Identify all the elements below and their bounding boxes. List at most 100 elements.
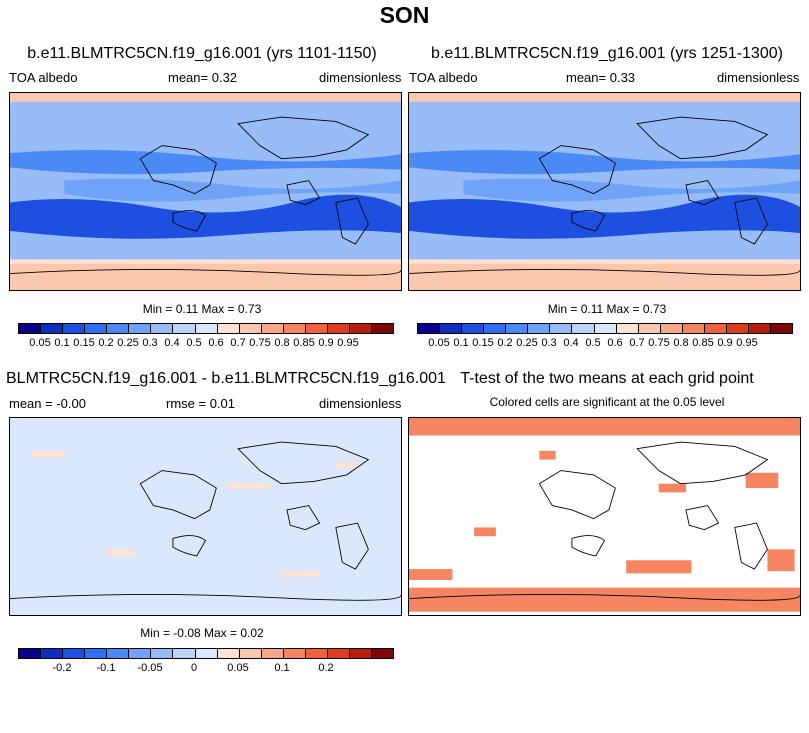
colorbar-swatch	[173, 649, 196, 658]
colorbar-swatch	[462, 324, 485, 333]
colorbar-tick-label: 0.75	[249, 337, 271, 349]
colorbar-tick-label: 0.95	[736, 337, 758, 349]
colorbar-swatch	[771, 324, 793, 333]
colorbar-tick-label: 0.1	[274, 662, 290, 674]
colorbar-swatch	[616, 324, 639, 333]
colorbar-swatch	[327, 324, 350, 333]
panel-3-colorbar	[18, 648, 394, 659]
colorbar-tick-label: 0.4	[563, 337, 579, 349]
panel-1-map	[9, 92, 402, 291]
colorbar-tick-label: 0	[190, 662, 198, 674]
colorbar-swatch	[283, 324, 306, 333]
colorbar-tick-label: 0.15	[472, 337, 494, 349]
colorbar-swatch	[85, 324, 108, 333]
colorbar-swatch	[63, 324, 86, 333]
colorbar-swatch	[372, 649, 394, 658]
panel-4-map	[408, 417, 801, 616]
colorbar-swatch	[550, 324, 573, 333]
colorbar-swatch	[261, 324, 284, 333]
colorbar-swatch	[638, 324, 661, 333]
colorbar-tick-label: -0.05	[137, 662, 163, 674]
panel-3-rmse: rmse = 0.01	[166, 396, 236, 411]
panel-4-title: T-test of the two means at each grid poi…	[460, 370, 754, 387]
colorbar-swatch	[173, 324, 196, 333]
colorbar-tick-label: 0.3	[541, 337, 557, 349]
colorbar-swatch	[261, 649, 284, 658]
colorbar-swatch	[129, 324, 152, 333]
colorbar-swatch	[85, 649, 108, 658]
colorbar-swatch	[107, 324, 130, 333]
panel-2-variable: TOA albedo	[409, 70, 478, 85]
colorbar-swatch	[19, 649, 42, 658]
colorbar-tick-label: 0.05	[29, 337, 51, 349]
panel-1-mean: mean= 0.32	[168, 70, 238, 85]
colorbar-swatch	[151, 649, 174, 658]
colorbar-tick-label: 0.15	[73, 337, 95, 349]
colorbar-tick-label: 0.95	[337, 337, 359, 349]
colorbar-swatch	[129, 649, 152, 658]
colorbar-swatch	[660, 324, 683, 333]
colorbar-tick-label: 0.8	[274, 337, 290, 349]
colorbar-tick-label: 0.85	[692, 337, 714, 349]
colorbar-tick-label: 0.4	[164, 337, 180, 349]
colorbar-tick-label: 0.6	[208, 337, 224, 349]
colorbar-swatch	[528, 324, 551, 333]
colorbar-tick-label: 0.25	[516, 337, 538, 349]
colorbar-swatch	[41, 649, 64, 658]
panel-2-title: b.e11.BLMTRC5CN.f19_g16.001 (yrs 1251-13…	[431, 45, 783, 62]
colorbar-tick-label: 0.3	[142, 337, 158, 349]
colorbar-swatch	[41, 324, 64, 333]
colorbar-tick-label: 0.2	[497, 337, 513, 349]
colorbar-tick-label: 0.1	[54, 337, 70, 349]
panel-1-title: b.e11.BLMTRC5CN.f19_g16.001 (yrs 1101-11…	[27, 45, 377, 62]
colorbar-tick-label: -0.1	[96, 662, 116, 674]
panel-2-units: dimensionless	[717, 70, 800, 85]
panel-3-units: dimensionless	[319, 396, 402, 411]
panel-1-colorbar-ticks: 0.05 0.1 0.15 0.2 0.25 0.3 0.4 0.5 0.6 0.7 0.75 0.8…	[18, 337, 392, 351]
colorbar-swatch	[594, 324, 617, 333]
colorbar-swatch	[704, 324, 727, 333]
colorbar-swatch	[107, 649, 130, 658]
colorbar-tick-label: 0.25	[117, 337, 139, 349]
ttest-background	[409, 418, 800, 615]
colorbar-tick-label: 0.9	[318, 337, 334, 349]
colorbar-swatch	[372, 324, 394, 333]
colorbar-swatch	[349, 649, 372, 658]
colorbar-swatch	[349, 324, 372, 333]
colorbar-swatch	[305, 649, 328, 658]
colorbar-tick-label: 0.05	[428, 337, 450, 349]
panel-1-colorbar	[18, 323, 394, 334]
panel-3-map	[9, 417, 402, 616]
colorbar-tick-label: 0.9	[717, 337, 733, 349]
colorbar-tick-label: 0.1	[453, 337, 469, 349]
colorbar-swatch	[19, 324, 42, 333]
colorbar-swatch	[327, 649, 350, 658]
colorbar-tick-label: -0.2	[52, 662, 72, 674]
colorbar-swatch	[195, 649, 218, 658]
colorbar-swatch	[151, 324, 174, 333]
panel-3-colorbar-ticks: -0.2 -0.1 -0.05 0 0.05 0.1 0.2	[18, 662, 392, 676]
panel-3-mean: mean = -0.00	[9, 396, 86, 411]
panel-2-map	[408, 92, 801, 291]
colorbar-swatch	[217, 649, 240, 658]
colorbar-tick-label: 0.75	[648, 337, 670, 349]
figure-title: SON	[379, 2, 430, 28]
panel-4-subtitle: Colored cells are significant at the 0.0…	[489, 395, 725, 409]
colorbar-swatch	[239, 324, 262, 333]
colorbar-tick-label: 0.8	[673, 337, 689, 349]
panel-2-colorbar	[417, 323, 793, 334]
colorbar-swatch	[572, 324, 595, 333]
colorbar-tick-label: 0.85	[293, 337, 315, 349]
colorbar-swatch	[283, 649, 306, 658]
colorbar-tick-label: 0.5	[186, 337, 202, 349]
colorbar-swatch	[217, 324, 240, 333]
colorbar-tick-label: 0.7	[629, 337, 645, 349]
colorbar-swatch	[239, 649, 262, 658]
colorbar-tick-label: 0.6	[607, 337, 623, 349]
panel-2-minmax: Min = 0.11 Max = 0.73	[547, 302, 667, 316]
colorbar-tick-label: 0.2	[98, 337, 114, 349]
panel-3-title: BLMTRC5CN.f19_g16.001 - b.e11.BLMTRC5CN.…	[6, 370, 446, 387]
diff-background	[10, 418, 401, 615]
colorbar-swatch	[305, 324, 328, 333]
colorbar-swatch	[506, 324, 529, 333]
